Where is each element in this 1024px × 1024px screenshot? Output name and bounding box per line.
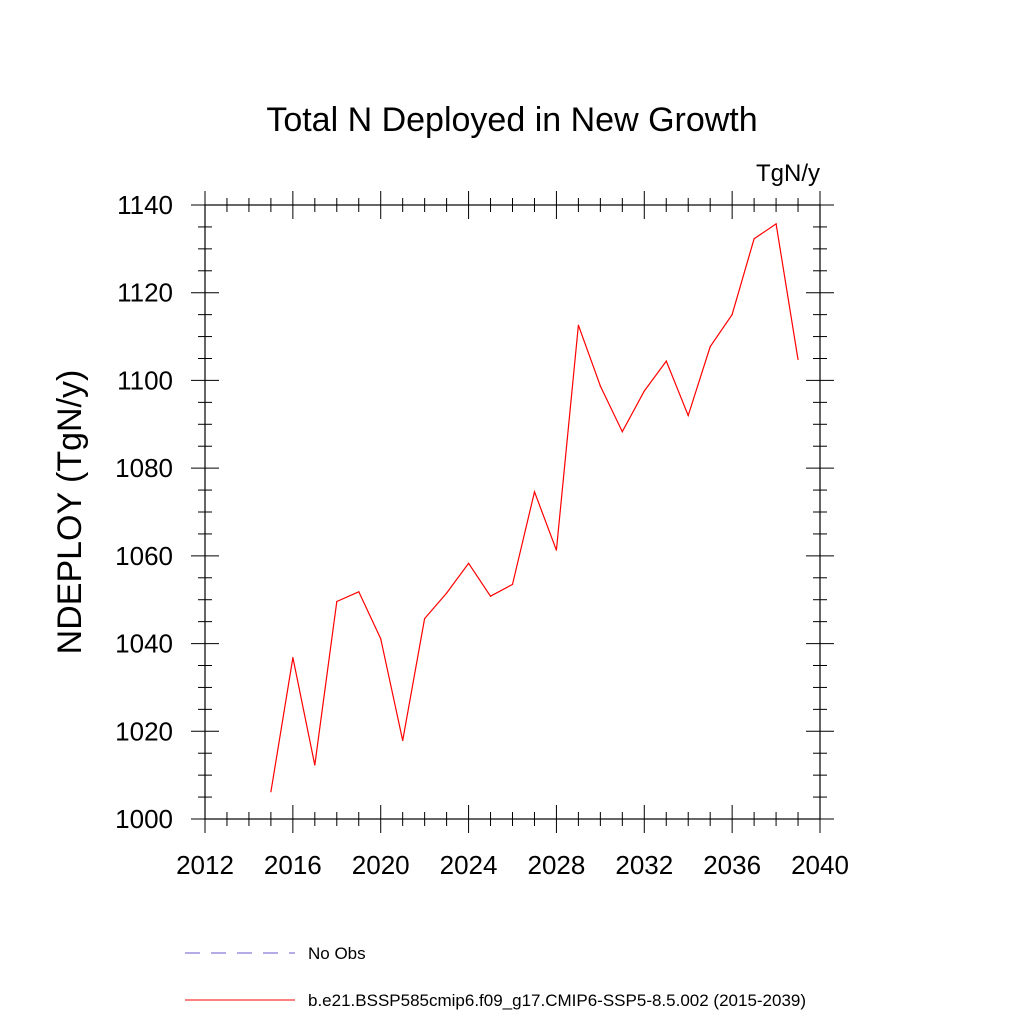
data-point — [446, 592, 448, 594]
data-point — [731, 314, 733, 316]
data-point — [797, 358, 799, 360]
data-point — [402, 739, 404, 742]
y-tick-label: 1060 — [115, 541, 173, 571]
data-point — [621, 431, 623, 433]
data-point — [555, 549, 558, 551]
legend: No Obs b.e21.BSSP585cmip6.f09_g17.CMIP6-… — [185, 944, 806, 1010]
y-tick-label: 1140 — [117, 190, 173, 220]
x-tick-label: 2016 — [264, 850, 322, 880]
data-point — [511, 583, 514, 585]
legend-label-no-obs: No Obs — [308, 944, 366, 963]
x-tick-label: 2028 — [528, 850, 586, 880]
chart-title: Total N Deployed in New Growth — [266, 101, 757, 139]
series-lines — [270, 222, 799, 793]
y-tick-label: 1120 — [117, 278, 173, 308]
data-point — [709, 346, 711, 348]
x-tick-label: 2036 — [703, 850, 761, 880]
data-point — [577, 324, 579, 326]
data-point — [424, 617, 426, 620]
data-point — [533, 491, 536, 493]
legend-label-model: b.e21.BSSP585cmip6.f09_g17.CMIP6-SSP5-8.… — [308, 991, 806, 1010]
plot-frame — [204, 204, 821, 820]
x-tick-label: 2024 — [440, 850, 498, 880]
data-point — [489, 595, 492, 597]
y-axis-label: NDEPLOY (TgN/y) — [51, 370, 89, 655]
y-tick-label: 1000 — [115, 804, 173, 834]
data-point — [358, 591, 360, 593]
data-point — [753, 238, 755, 240]
y-tick-label: 1100 — [117, 365, 173, 395]
data-point — [314, 764, 316, 766]
y-tick-label: 1020 — [115, 716, 173, 746]
data-point — [687, 414, 689, 417]
units-label: TgN/y — [756, 160, 820, 187]
x-tick-label: 2032 — [615, 850, 673, 880]
data-point — [665, 360, 667, 362]
data-point — [270, 791, 272, 793]
axis-ticks — [191, 191, 834, 833]
data-point — [467, 562, 470, 564]
y-tick-label: 1040 — [115, 629, 173, 659]
axis-tick-labels: 2012 2016 2020 2024 2028 2032 2036 2040 1000 1020… — [115, 190, 849, 880]
data-point — [380, 638, 382, 640]
data-point — [336, 600, 338, 603]
data-point — [775, 223, 777, 225]
x-tick-label: 2012 — [176, 850, 234, 880]
series-line-0 — [270, 222, 799, 792]
data-point — [643, 390, 645, 392]
y-tick-label: 1080 — [115, 453, 173, 483]
data-point — [292, 657, 294, 659]
data-point — [599, 385, 601, 387]
x-tick-label: 2040 — [791, 850, 849, 880]
x-tick-label: 2020 — [352, 850, 410, 880]
